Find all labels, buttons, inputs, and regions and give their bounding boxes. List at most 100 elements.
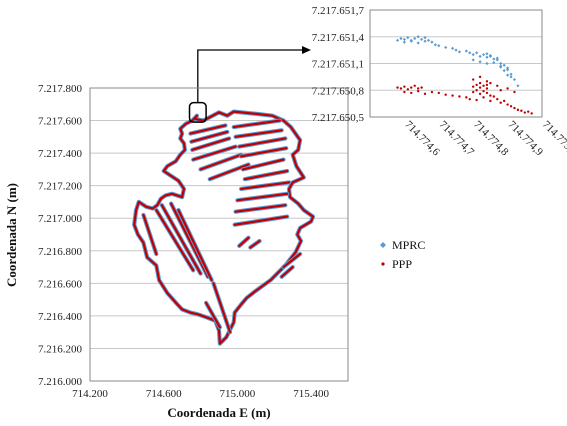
inset-point-mprc-15: [433, 43, 437, 47]
inset-point-ppp-6: [416, 87, 420, 90]
zoom-connector-arrowhead: [302, 46, 311, 54]
inset-point-ppp-52: [513, 90, 516, 94]
main-pass-13-ppp: [236, 192, 289, 202]
main-pass-22-ppp: [212, 282, 232, 334]
inset-point-mprc-16: [437, 44, 441, 48]
legend-label-ppp: PPP: [392, 257, 412, 271]
main-pass-7-ppp: [234, 129, 283, 138]
main-pass-0-ppp: [189, 124, 227, 135]
inset-point-mprc-36: [516, 84, 520, 88]
inset-point-ppp-26: [482, 89, 485, 93]
main-series-ppp-line: [133, 110, 315, 345]
inset-point-ppp-42: [513, 106, 516, 110]
inset-point-mprc-21: [464, 49, 468, 53]
inset-x-tick-2: 714.774,8: [471, 119, 511, 159]
legend-label-mprc: MPRC: [392, 238, 425, 252]
inset-point-mprc-8: [423, 36, 427, 40]
inset-point-mprc-48: [499, 65, 503, 69]
inset-point-ppp-36: [492, 95, 496, 98]
inset-point-ppp-1: [399, 87, 403, 90]
main-pass-14-ppp: [234, 204, 287, 213]
inset-x-tick-labels: 714.774,6714.774,7714.774,8714.774,9714.…: [402, 119, 567, 159]
inset-x-tick-3: 714.774,9: [505, 119, 545, 159]
inset-point-mprc-39: [485, 61, 489, 66]
inset-point-ppp-5: [413, 84, 416, 87]
zoom-connector-line: [197, 49, 303, 103]
inset-point-ppp-8: [403, 90, 406, 94]
inset-point-mprc-40: [492, 61, 496, 65]
inset-point-mprc-18: [450, 46, 455, 50]
main-pass-11-ppp: [243, 169, 289, 181]
inset-point-ppp-48: [489, 81, 492, 85]
inset-point-mprc-25: [478, 54, 482, 58]
inset-point-ppp-9: [410, 91, 413, 95]
main-pass-4-ppp: [199, 153, 243, 171]
inset-point-ppp-44: [520, 109, 523, 112]
inset-point-ppp-53: [478, 81, 482, 85]
main-y-tick-0: 7.216.000: [38, 376, 83, 388]
inset-y-tick-2: 7.217.651,1: [312, 59, 364, 71]
main-pass-2-ppp: [191, 137, 231, 151]
inset-point-ppp-31: [485, 80, 489, 83]
inset-point-mprc-1: [399, 36, 403, 41]
inset-point-ppp-45: [523, 111, 526, 114]
inset-point-mprc-30: [495, 56, 499, 60]
main-y-tick-9: 7.217.800: [38, 83, 83, 95]
inset-point-ppp-32: [468, 97, 471, 101]
inset-point-ppp-39: [502, 99, 506, 103]
main-y-tick-7: 7.217.400: [38, 148, 83, 160]
main-x-tick-3: 715.400: [293, 388, 329, 400]
inset-point-mprc-35: [512, 77, 517, 82]
main-pass-21-ppp: [205, 301, 222, 329]
inset-point-mprc-26: [481, 52, 486, 57]
main-y-tick-3: 7.216.600: [38, 278, 83, 290]
inset-point-ppp-25: [478, 92, 482, 96]
inset-point-mprc-9: [426, 38, 431, 42]
inset-point-mprc-10: [402, 40, 406, 44]
main-pass-10-ppp: [241, 158, 285, 171]
inset-x-tick-4: 714.775,0: [540, 119, 567, 159]
inset-point-ppp-50: [499, 89, 502, 92]
inset-point-ppp-20: [478, 86, 482, 89]
inset-point-ppp-40: [506, 103, 509, 106]
inset-point-mprc-11: [409, 39, 413, 43]
inset-point-ppp-34: [482, 96, 485, 99]
main-pass-1-ppp: [190, 130, 229, 143]
main-data: [132, 109, 316, 346]
inset-point-mprc-24: [475, 51, 479, 55]
inset-point-mprc-3: [406, 36, 410, 40]
inset-point-mprc-37: [471, 58, 475, 62]
inset-point-ppp-4: [410, 86, 413, 89]
inset-point-ppp-30: [478, 75, 482, 79]
main-pass-26-ppp: [238, 236, 250, 247]
inset-point-mprc-19: [454, 48, 458, 52]
main-y-tick-2: 7.216.400: [38, 311, 83, 323]
main-x-tick-1: 714.600: [146, 388, 182, 400]
inset-point-ppp-54: [485, 83, 489, 87]
inset-point-ppp-47: [530, 112, 533, 115]
main-pass-19-ppp: [177, 208, 213, 282]
main-pass-3-ppp: [192, 145, 237, 161]
inset-point-ppp-33: [475, 98, 478, 102]
inset-point-ppp-29: [472, 78, 475, 81]
y-axis-title: Coordenada N (m): [4, 183, 19, 287]
inset-chart: 714.774,6714.774,7714.774,8714.774,9714.…: [312, 5, 567, 159]
inset-point-ppp-28: [489, 94, 492, 97]
inset-point-mprc-7: [420, 37, 424, 42]
inset-point-ppp-2: [403, 85, 406, 88]
inset-point-mprc-38: [478, 60, 482, 64]
main-y-tick-6: 7.217.200: [38, 181, 83, 193]
inset-point-mprc-13: [423, 39, 427, 43]
main-y-tick-labels: 7.216.000 7.216.200 7.216.400 7.216.600 7.21…: [38, 83, 83, 388]
inset-point-ppp-21: [482, 84, 485, 87]
inset-series-mprc: [395, 35, 520, 88]
main-y-tick-8: 7.217.600: [38, 116, 83, 128]
inset-point-ppp-46: [527, 110, 530, 113]
inset-point-ppp-16: [458, 95, 461, 98]
inset-point-mprc-27: [485, 55, 489, 59]
inset-point-ppp-10: [416, 89, 420, 93]
x-axis-title: Coordenada E (m): [167, 405, 270, 420]
main-pass-12-ppp: [240, 181, 291, 191]
main-pass-15-ppp: [233, 215, 289, 226]
inset-point-ppp-14: [444, 93, 447, 96]
